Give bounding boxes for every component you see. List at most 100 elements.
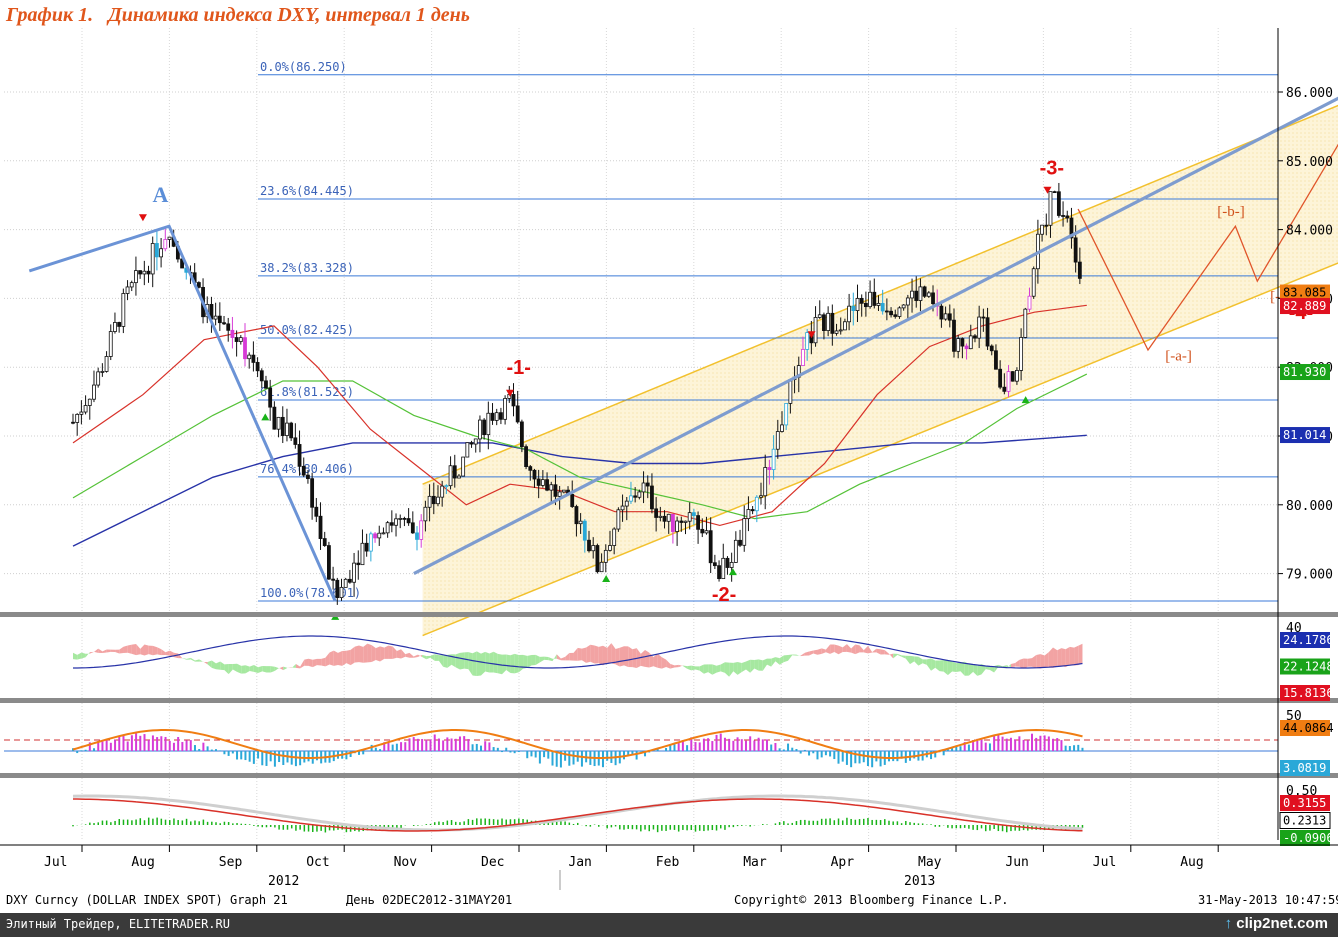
candle-body xyxy=(532,469,537,480)
dmi-cloud xyxy=(649,652,654,668)
footer-copyright: Copyright© 2013 Bloomberg Finance L.P. xyxy=(734,893,1009,907)
candle-body xyxy=(788,379,793,404)
ma-green-line xyxy=(72,373,1088,520)
clip2net-logo[interactable]: ↑ clip2net.com xyxy=(1225,915,1328,932)
candle-body xyxy=(331,578,336,581)
candle-body xyxy=(729,562,734,568)
dmi-cloud xyxy=(838,645,843,655)
month-label: Jan xyxy=(568,855,591,870)
fib-level-label: 76.4%(80.406) xyxy=(260,462,354,476)
panel-value-tag xyxy=(1280,795,1330,811)
dmi-cloud xyxy=(897,653,902,657)
candle-body xyxy=(629,495,633,502)
dmi-cloud xyxy=(493,651,498,674)
dmi-cloud xyxy=(186,657,191,660)
candle-body xyxy=(280,416,285,436)
candle-body xyxy=(843,321,847,331)
dmi-cloud xyxy=(750,659,755,673)
dmi-cloud xyxy=(148,645,153,656)
candle-body xyxy=(1073,237,1078,263)
candle-body xyxy=(591,545,596,552)
dmi-cloud xyxy=(703,664,709,674)
price-tag-label: 82.889 xyxy=(1283,299,1326,313)
candle-body xyxy=(519,421,524,448)
logo-text: clip2net.com xyxy=(1236,915,1328,932)
dmi-cloud xyxy=(216,661,221,670)
dmi-cloud xyxy=(325,652,330,667)
dmi-cloud xyxy=(729,662,734,677)
trend-line-a xyxy=(28,224,337,602)
macd-line xyxy=(73,798,1083,832)
dmi-cloud xyxy=(821,648,826,654)
candle-body xyxy=(671,513,675,532)
dmi-blue-line xyxy=(73,635,1083,669)
dmi-cloud xyxy=(758,659,763,671)
dmi-cloud xyxy=(380,646,385,662)
dmi-cloud xyxy=(880,649,885,655)
candle-body xyxy=(389,522,394,526)
candle-body xyxy=(431,495,436,505)
dmi-cloud xyxy=(245,665,250,674)
dmi-cloud xyxy=(851,644,856,655)
dmi-cloud xyxy=(258,665,263,673)
candle-body xyxy=(767,467,772,470)
candle-body xyxy=(851,305,856,312)
dmi-cloud xyxy=(485,651,490,673)
dmi-cloud xyxy=(409,652,414,658)
dmi-cloud xyxy=(977,664,982,676)
dmi-cloud xyxy=(943,659,948,676)
dmi-cloud xyxy=(527,655,532,668)
fib-level-label: 38.2%(83.328) xyxy=(260,261,354,275)
dmi-cloud xyxy=(110,649,116,653)
dmi-cloud xyxy=(935,660,940,672)
dmi-cloud xyxy=(581,647,587,663)
price-tag-label: 83.085 xyxy=(1283,286,1326,300)
source-text: Элитный Трейдер, ELITETRADER.RU xyxy=(6,917,230,931)
dmi-cloud xyxy=(762,658,768,671)
dmi-cloud xyxy=(211,660,217,670)
dmi-cloud xyxy=(624,646,629,667)
year-label: 2012 xyxy=(268,874,299,889)
dmi-cloud xyxy=(973,664,978,676)
dmi-cloud xyxy=(1031,655,1037,669)
dmi-cloud xyxy=(392,646,397,659)
dmi-cloud xyxy=(893,653,898,659)
dmi-cloud xyxy=(590,644,595,664)
candle-body xyxy=(419,520,424,540)
dmi-cloud xyxy=(300,659,305,669)
candle-body xyxy=(599,561,604,573)
candle-body xyxy=(150,243,155,275)
fib-level-label: 0.0%(86.250) xyxy=(260,60,347,74)
candle-body xyxy=(360,542,365,566)
dmi-cloud xyxy=(426,655,431,660)
dmi-cloud xyxy=(119,646,124,654)
dmi-cloud xyxy=(363,643,368,663)
candle-body xyxy=(700,528,705,534)
dmi-cloud xyxy=(594,645,599,664)
wave-label: A xyxy=(152,182,168,207)
dmi-cloud xyxy=(981,664,986,675)
candle-body xyxy=(494,412,499,421)
dmi-cloud xyxy=(577,647,582,661)
dmi-cloud xyxy=(699,664,704,674)
month-label: Feb xyxy=(656,855,680,870)
candle-body xyxy=(92,384,96,400)
stoch-k-line xyxy=(72,728,1083,759)
ma-red-line xyxy=(72,304,1087,527)
dmi-cloud xyxy=(237,663,242,674)
dmi-cloud xyxy=(161,649,166,656)
dmi-cloud xyxy=(443,654,448,668)
dmi-cloud xyxy=(497,653,503,675)
panel-value-tag xyxy=(1279,812,1331,829)
dmi-cloud xyxy=(98,648,103,653)
fib-level-label: 100.0%(78.601) xyxy=(260,586,361,600)
candle-body xyxy=(771,448,776,470)
candle-body xyxy=(612,528,617,546)
candle-body xyxy=(633,495,638,498)
candle-body xyxy=(1069,217,1074,239)
dmi-cloud xyxy=(888,653,894,659)
dmi-cloud xyxy=(1023,658,1028,669)
dmi-cloud xyxy=(619,646,625,667)
dmi-cloud xyxy=(989,665,995,673)
dmi-cloud xyxy=(270,666,275,673)
